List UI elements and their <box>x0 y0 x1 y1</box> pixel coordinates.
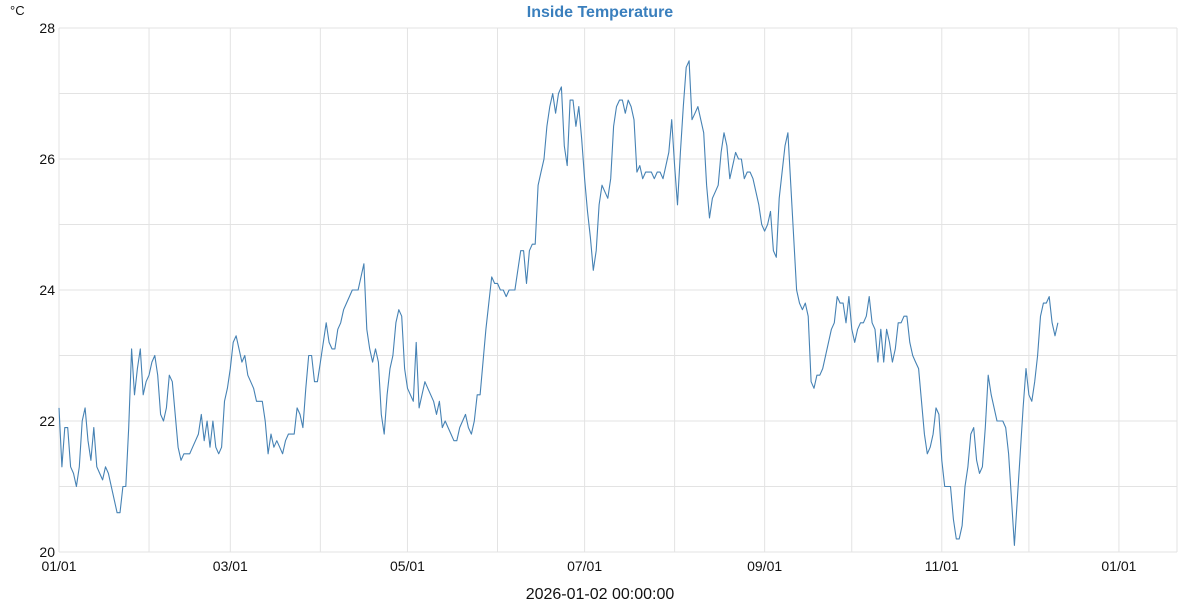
grid <box>58 27 1178 553</box>
x-tick-label: 03/01 <box>213 558 248 574</box>
y-axis-ticks: 20 22 24 26 28 <box>39 20 55 560</box>
x-tick-label: 05/01 <box>390 558 425 574</box>
y-axis-unit: °C <box>10 3 25 18</box>
x-axis-ticks: 01/01 03/01 05/01 07/01 09/01 11/01 01/01 <box>41 558 1136 574</box>
y-tick-label: 24 <box>39 282 55 298</box>
chart-title: Inside Temperature <box>527 4 674 21</box>
y-tick-label: 22 <box>39 413 55 429</box>
x-tick-label: 01/01 <box>1101 558 1136 574</box>
y-tick-label: 28 <box>39 20 55 36</box>
y-tick-label: 20 <box>39 544 55 560</box>
x-tick-label: 09/01 <box>747 558 782 574</box>
series <box>58 60 1059 546</box>
x-tick-label: 11/01 <box>925 558 959 574</box>
x-tick-label: 07/01 <box>567 558 602 574</box>
x-tick-label: 01/01 <box>41 558 76 574</box>
x-axis-label: 2026-01-02 00:00:00 <box>526 586 675 600</box>
temperature-series-line <box>58 60 1059 546</box>
y-tick-label: 26 <box>39 151 55 167</box>
